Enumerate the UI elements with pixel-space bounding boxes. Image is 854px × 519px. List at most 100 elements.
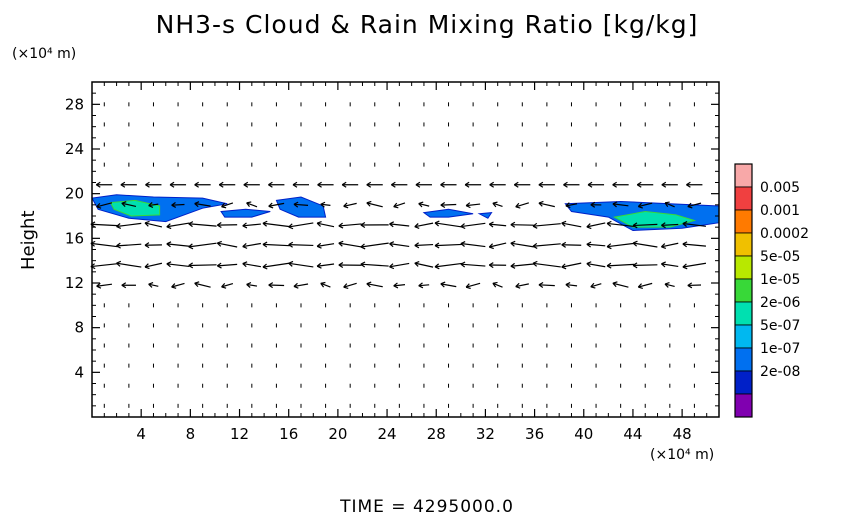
colorbar-label: 0.005 [760,180,800,196]
wind-vector [188,223,217,227]
wind-vector-head [414,260,420,264]
wind-vector-head [360,224,366,228]
wind-vector-head [636,184,642,188]
wind-vector-head [292,184,298,188]
wind-vector-head [221,286,227,289]
wind-vector [538,284,555,287]
y-tick-label: 24 [65,140,84,158]
wind-vector-head [317,184,322,188]
wind-vector [317,263,335,267]
wind-vector-head [171,286,177,289]
wind-vector [664,283,675,288]
wind-vector-head [465,286,471,290]
wind-vector-head [561,241,567,246]
wind-vector-head [488,243,494,248]
x-tick-label: 24 [378,425,397,443]
wind-vector-head [612,281,618,284]
wind-vector-head [661,181,667,186]
wind-vector [317,243,335,247]
wind-vector-head [288,262,293,267]
wind-vector-head [317,181,322,186]
wind-vector-head [687,202,692,207]
wind-vector-head [262,222,267,227]
wind-vector [465,282,481,288]
wind-vector-head [120,184,126,188]
wind-vector [144,222,163,228]
wind-vector-head [148,283,153,288]
y-tick-label: 4 [74,363,84,381]
wind-vector-head [292,181,298,186]
wind-vector [633,223,658,227]
wind-vector-head [515,286,521,289]
wind-vector-head [366,283,371,288]
wind-vector [489,242,507,248]
wind-vector [188,264,217,267]
wind-vector-head [95,181,101,186]
time-footer: TIME = 4295000.0 [340,497,514,517]
wind-vector-head [316,262,322,267]
colorbar-swatch [734,209,753,234]
wind-vector [293,283,309,288]
wind-vector-head [538,284,544,289]
wind-vector-head [489,184,495,188]
wind-vector-head [513,184,519,188]
x-tick-label: 8 [186,425,196,443]
x-tick-label: 44 [623,425,642,443]
wind-vector-head [414,226,420,229]
wind-vector-head [144,222,149,227]
colorbar-label: 0.001 [760,203,800,219]
wind-vector-head [612,203,617,208]
wind-vector-head [414,242,420,246]
wind-vector-head [492,202,497,208]
wind-vector-head [661,224,666,229]
wind-vector-head [188,243,193,248]
wind-vector-head [590,286,596,289]
wind-vector-head [188,262,194,266]
wind-vector [262,222,290,228]
wind-vector-head [440,201,446,206]
wind-vector [116,243,142,247]
wind-vector-head [538,200,544,204]
wind-vector-head [96,206,102,209]
wind-vector-head [288,223,293,228]
wind-vector-head [460,223,465,228]
wind-vector [242,262,261,268]
wind-vector-head [565,205,571,209]
wind-vector-head [343,205,349,209]
wind-vector [561,244,582,246]
wind-vector-head [434,220,440,224]
wind-vector [492,282,503,288]
wind-vector-head [682,266,688,270]
wind-vector [466,203,481,207]
wind-vector-head [389,241,395,245]
wind-vector-head [661,222,666,226]
wind-vector-head [434,242,440,247]
wind-vector-head [660,243,666,248]
wind-vector-head [96,285,102,289]
wind-vector-head [360,246,366,250]
colorbar-label: 2e-08 [760,364,800,380]
wind-vector-head [393,206,399,209]
wind-vector [586,243,606,247]
wind-vector-head [120,181,126,186]
wind-vector-head [612,184,617,188]
wind-vector-head [489,181,495,186]
wind-vector [360,263,389,267]
wind-vector-head [171,204,177,208]
wind-vector-head [488,264,494,269]
wind-vector [682,222,707,227]
wind-vector [664,202,675,208]
wind-vector-head [217,224,222,229]
wind-vector-head [166,223,171,228]
wind-vector-head [366,202,371,207]
wind-vector-head [489,246,494,250]
wind-vector [96,202,113,208]
cloud-region [220,208,271,218]
wind-vector-head [262,266,268,270]
wind-vector-head [169,181,175,186]
wind-vector [360,242,389,248]
wind-vector [489,223,507,227]
wind-vector-head [148,202,153,207]
wind-vector-head [194,201,200,205]
